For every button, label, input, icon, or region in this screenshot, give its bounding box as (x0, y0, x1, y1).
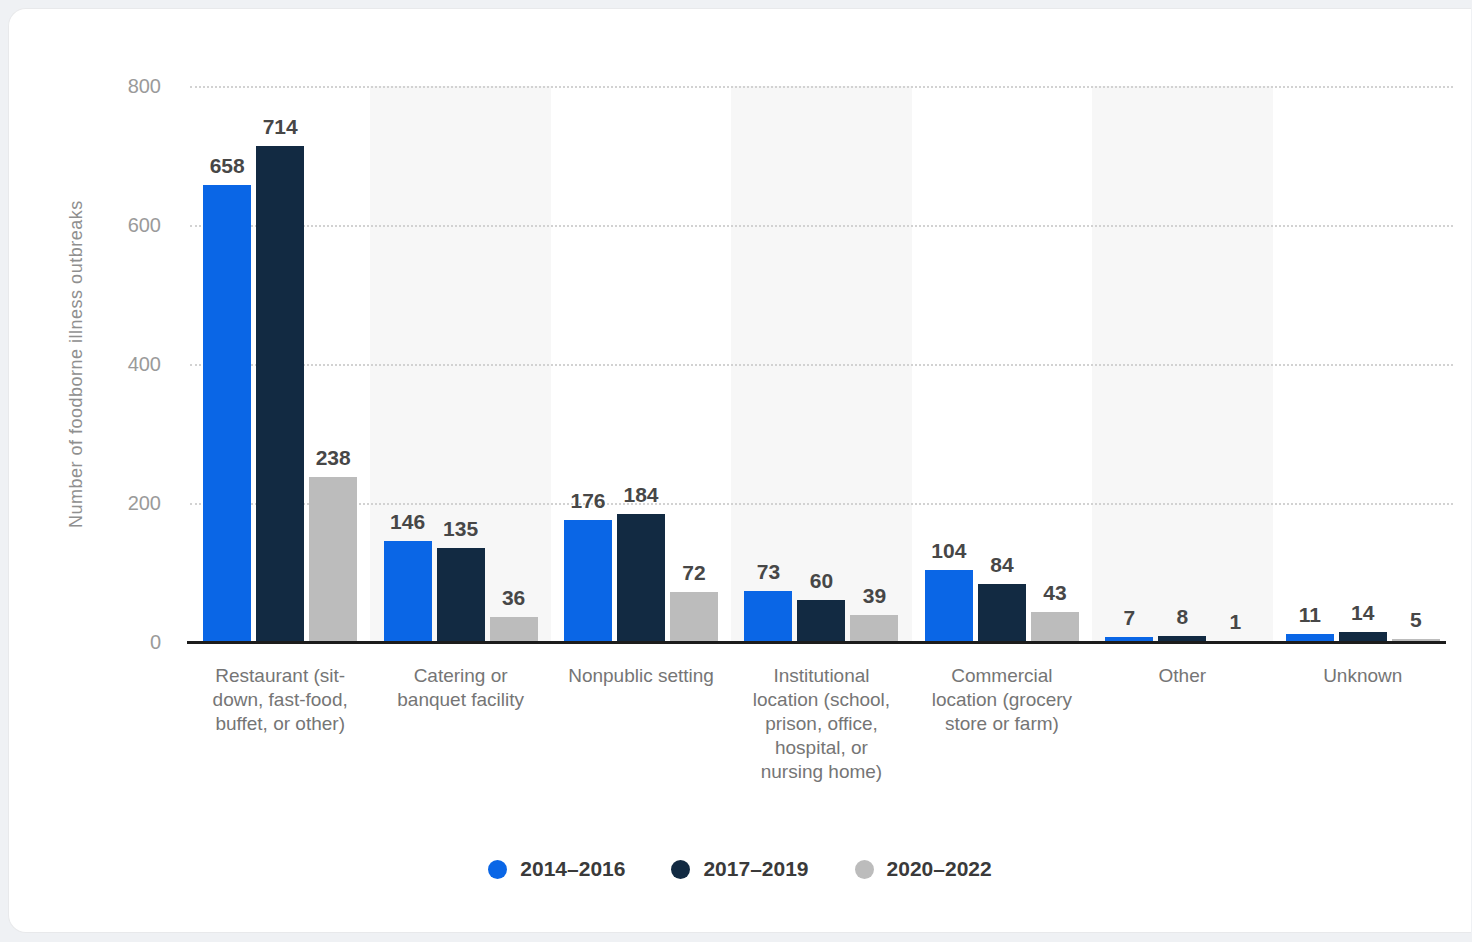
x-axis-label: Unknown (1323, 664, 1402, 688)
x-axis-label: Catering or banquet facility (382, 664, 540, 712)
bar-columns: 658 714 238 146 135 36 176 184 72 73 60 39 104 84 43 7 8… (190, 86, 1453, 642)
bar (309, 477, 357, 642)
bar-group: 184 (617, 483, 665, 642)
bar (490, 617, 538, 642)
x-axis-label-cell: Nonpublic setting (551, 664, 731, 688)
bar-value-label: 658 (210, 154, 245, 178)
bar-group: 60 (797, 569, 845, 642)
bar-group: 104 (925, 539, 973, 642)
x-axis-label: Restaurant (sit-down, fast-food, buffet,… (201, 664, 359, 736)
bar-value-label: 11 (1299, 603, 1321, 627)
bar-group: 43 (1031, 581, 1079, 642)
bar-group: 658 (203, 154, 251, 642)
y-tick-label: 0 (150, 631, 161, 654)
x-axis-label: Institutional location (school, prison, … (742, 664, 900, 784)
category-column: 7 8 1 (1092, 86, 1272, 642)
plot-area: 658 714 238 146 135 36 176 184 72 73 60 39 104 84 43 7 8… (190, 86, 1453, 642)
legend-label: 2014–2016 (520, 857, 625, 881)
bar (850, 615, 898, 642)
bar (1031, 612, 1079, 642)
bar-group: 11 (1286, 603, 1334, 642)
bar-value-label: 176 (571, 489, 606, 513)
bar-value-label: 14 (1351, 601, 1374, 625)
bar-group: 39 (850, 584, 898, 642)
bar-group: 36 (490, 586, 538, 642)
bar-value-label: 7 (1123, 606, 1135, 630)
bar-value-label: 135 (443, 517, 478, 541)
bar (384, 541, 432, 642)
x-axis-line (187, 641, 1446, 644)
legend-dot-icon (671, 860, 690, 879)
legend-dot-icon (855, 860, 874, 879)
x-axis-label-cell: Other (1092, 664, 1272, 688)
bar-value-label: 714 (263, 115, 298, 139)
legend-label: 2020–2022 (887, 857, 992, 881)
legend-item: 2020–2022 (855, 857, 992, 881)
category-column: 11 14 5 (1273, 86, 1453, 642)
legend-item: 2017–2019 (671, 857, 808, 881)
bar-group: 714 (256, 115, 304, 642)
bar (564, 520, 612, 642)
category-column: 658 714 238 (190, 86, 370, 642)
bar-value-label: 5 (1410, 608, 1422, 632)
x-axis-labels: Restaurant (sit-down, fast-food, buffet,… (190, 664, 1453, 784)
bar-group: 73 (744, 560, 792, 642)
bar-value-label: 104 (931, 539, 966, 563)
bar-group: 14 (1339, 601, 1387, 642)
bar (670, 592, 718, 642)
bar (797, 600, 845, 642)
legend: 2014–2016 2017–2019 2020–2022 (9, 857, 1471, 881)
x-axis-label: Commercial location (grocery store or fa… (923, 664, 1081, 736)
bar (617, 514, 665, 642)
x-axis-label: Nonpublic setting (568, 664, 714, 688)
bar-value-label: 184 (624, 483, 659, 507)
bar-group: 7 (1105, 606, 1153, 642)
bar-group: 238 (309, 446, 357, 642)
x-axis-label-cell: Restaurant (sit-down, fast-food, buffet,… (190, 664, 370, 736)
category-column: 104 84 43 (912, 86, 1092, 642)
bar-value-label: 39 (863, 584, 886, 608)
bar-value-label: 36 (502, 586, 525, 610)
bar-group: 8 (1158, 605, 1206, 642)
bar (203, 185, 251, 642)
bar-value-label: 238 (316, 446, 351, 470)
y-tick-label: 200 (128, 492, 161, 515)
bar-value-label: 73 (757, 560, 780, 584)
bar-group: 176 (564, 489, 612, 642)
bar-group: 1 (1211, 610, 1259, 642)
y-tick-label: 400 (128, 353, 161, 376)
x-axis-label-cell: Institutional location (school, prison, … (731, 664, 911, 784)
chart-card: Number of foodborne illness outbreaks 02… (8, 8, 1471, 933)
x-axis-label-cell: Catering or banquet facility (370, 664, 550, 712)
bar-value-label: 60 (810, 569, 833, 593)
bar-value-label: 43 (1043, 581, 1066, 605)
legend-dot-icon (488, 860, 507, 879)
category-column: 73 60 39 (731, 86, 911, 642)
legend-item: 2014–2016 (488, 857, 625, 881)
bar-group: 146 (384, 510, 432, 642)
bar-group: 72 (670, 561, 718, 642)
legend-label: 2017–2019 (703, 857, 808, 881)
x-axis-label: Other (1159, 664, 1207, 688)
y-axis-ticks: 0200400600800 (69, 86, 161, 642)
bar (744, 591, 792, 642)
bar (437, 548, 485, 642)
bar-value-label: 1 (1229, 610, 1241, 634)
bar-group: 135 (437, 517, 485, 642)
bar-group: 5 (1392, 608, 1440, 642)
bar-value-label: 146 (390, 510, 425, 534)
bar-group: 84 (978, 553, 1026, 642)
y-tick-label: 800 (128, 75, 161, 98)
x-axis-label-cell: Commercial location (grocery store or fa… (912, 664, 1092, 736)
bar (978, 584, 1026, 642)
category-column: 146 135 36 (370, 86, 550, 642)
category-column: 176 184 72 (551, 86, 731, 642)
y-tick-label: 600 (128, 214, 161, 237)
bar-value-label: 84 (990, 553, 1013, 577)
x-axis-label-cell: Unknown (1273, 664, 1453, 688)
bar (925, 570, 973, 642)
bar (256, 146, 304, 642)
bar-value-label: 8 (1176, 605, 1188, 629)
bar-value-label: 72 (682, 561, 705, 585)
